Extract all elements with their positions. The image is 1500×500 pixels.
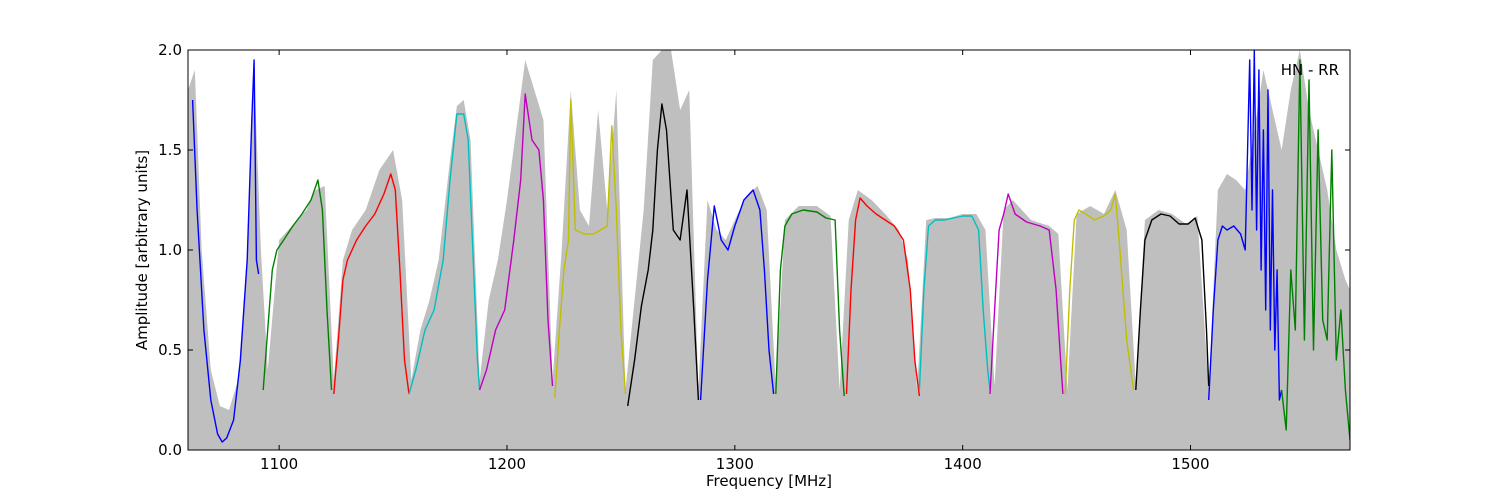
y-tick-label: 2.0: [158, 41, 182, 59]
series-line-6: [554, 99, 627, 399]
plot-area: [188, 50, 1350, 450]
y-tick-label: 1.5: [158, 141, 182, 159]
series-line-9: [775, 209, 845, 397]
series-line-10: [845, 197, 921, 397]
x-tick-label: 1300: [716, 455, 754, 473]
y-tick-label: 1.0: [158, 241, 182, 259]
x-tick-label: 1100: [260, 455, 298, 473]
series-line-8: [699, 189, 775, 401]
series-line-15: [1208, 50, 1283, 401]
series-line-4: [408, 113, 481, 395]
series-line-13: [1064, 193, 1135, 395]
x-axis-label: Frequency [MHz]: [706, 472, 832, 490]
y-tick-label: 0.5: [158, 341, 182, 359]
x-tick-label: 1500: [1171, 455, 1209, 473]
series-line-14: [1135, 213, 1210, 391]
series-line-11: [918, 215, 991, 391]
series-line-7: [627, 103, 700, 407]
series-line-16: [1280, 59, 1350, 441]
series-line-3: [333, 173, 410, 395]
x-tick-label: 1200: [488, 455, 526, 473]
x-axis: 1100 1200 1300 1400 1500: [260, 50, 1210, 473]
series-line-2: [262, 179, 333, 391]
series-line-1: [191, 59, 260, 443]
y-axis-label: Amplitude [arbitrary units]: [133, 150, 151, 350]
x-tick-label: 1400: [944, 455, 982, 473]
y-tick-label: 0.0: [158, 441, 182, 459]
series-line-12: [989, 193, 1064, 395]
series-line-5: [478, 93, 554, 391]
chart-annotation: HN - RR: [1281, 61, 1339, 79]
y-axis: 0.0 0.5 1.0 1.5 2.0: [158, 41, 1350, 459]
